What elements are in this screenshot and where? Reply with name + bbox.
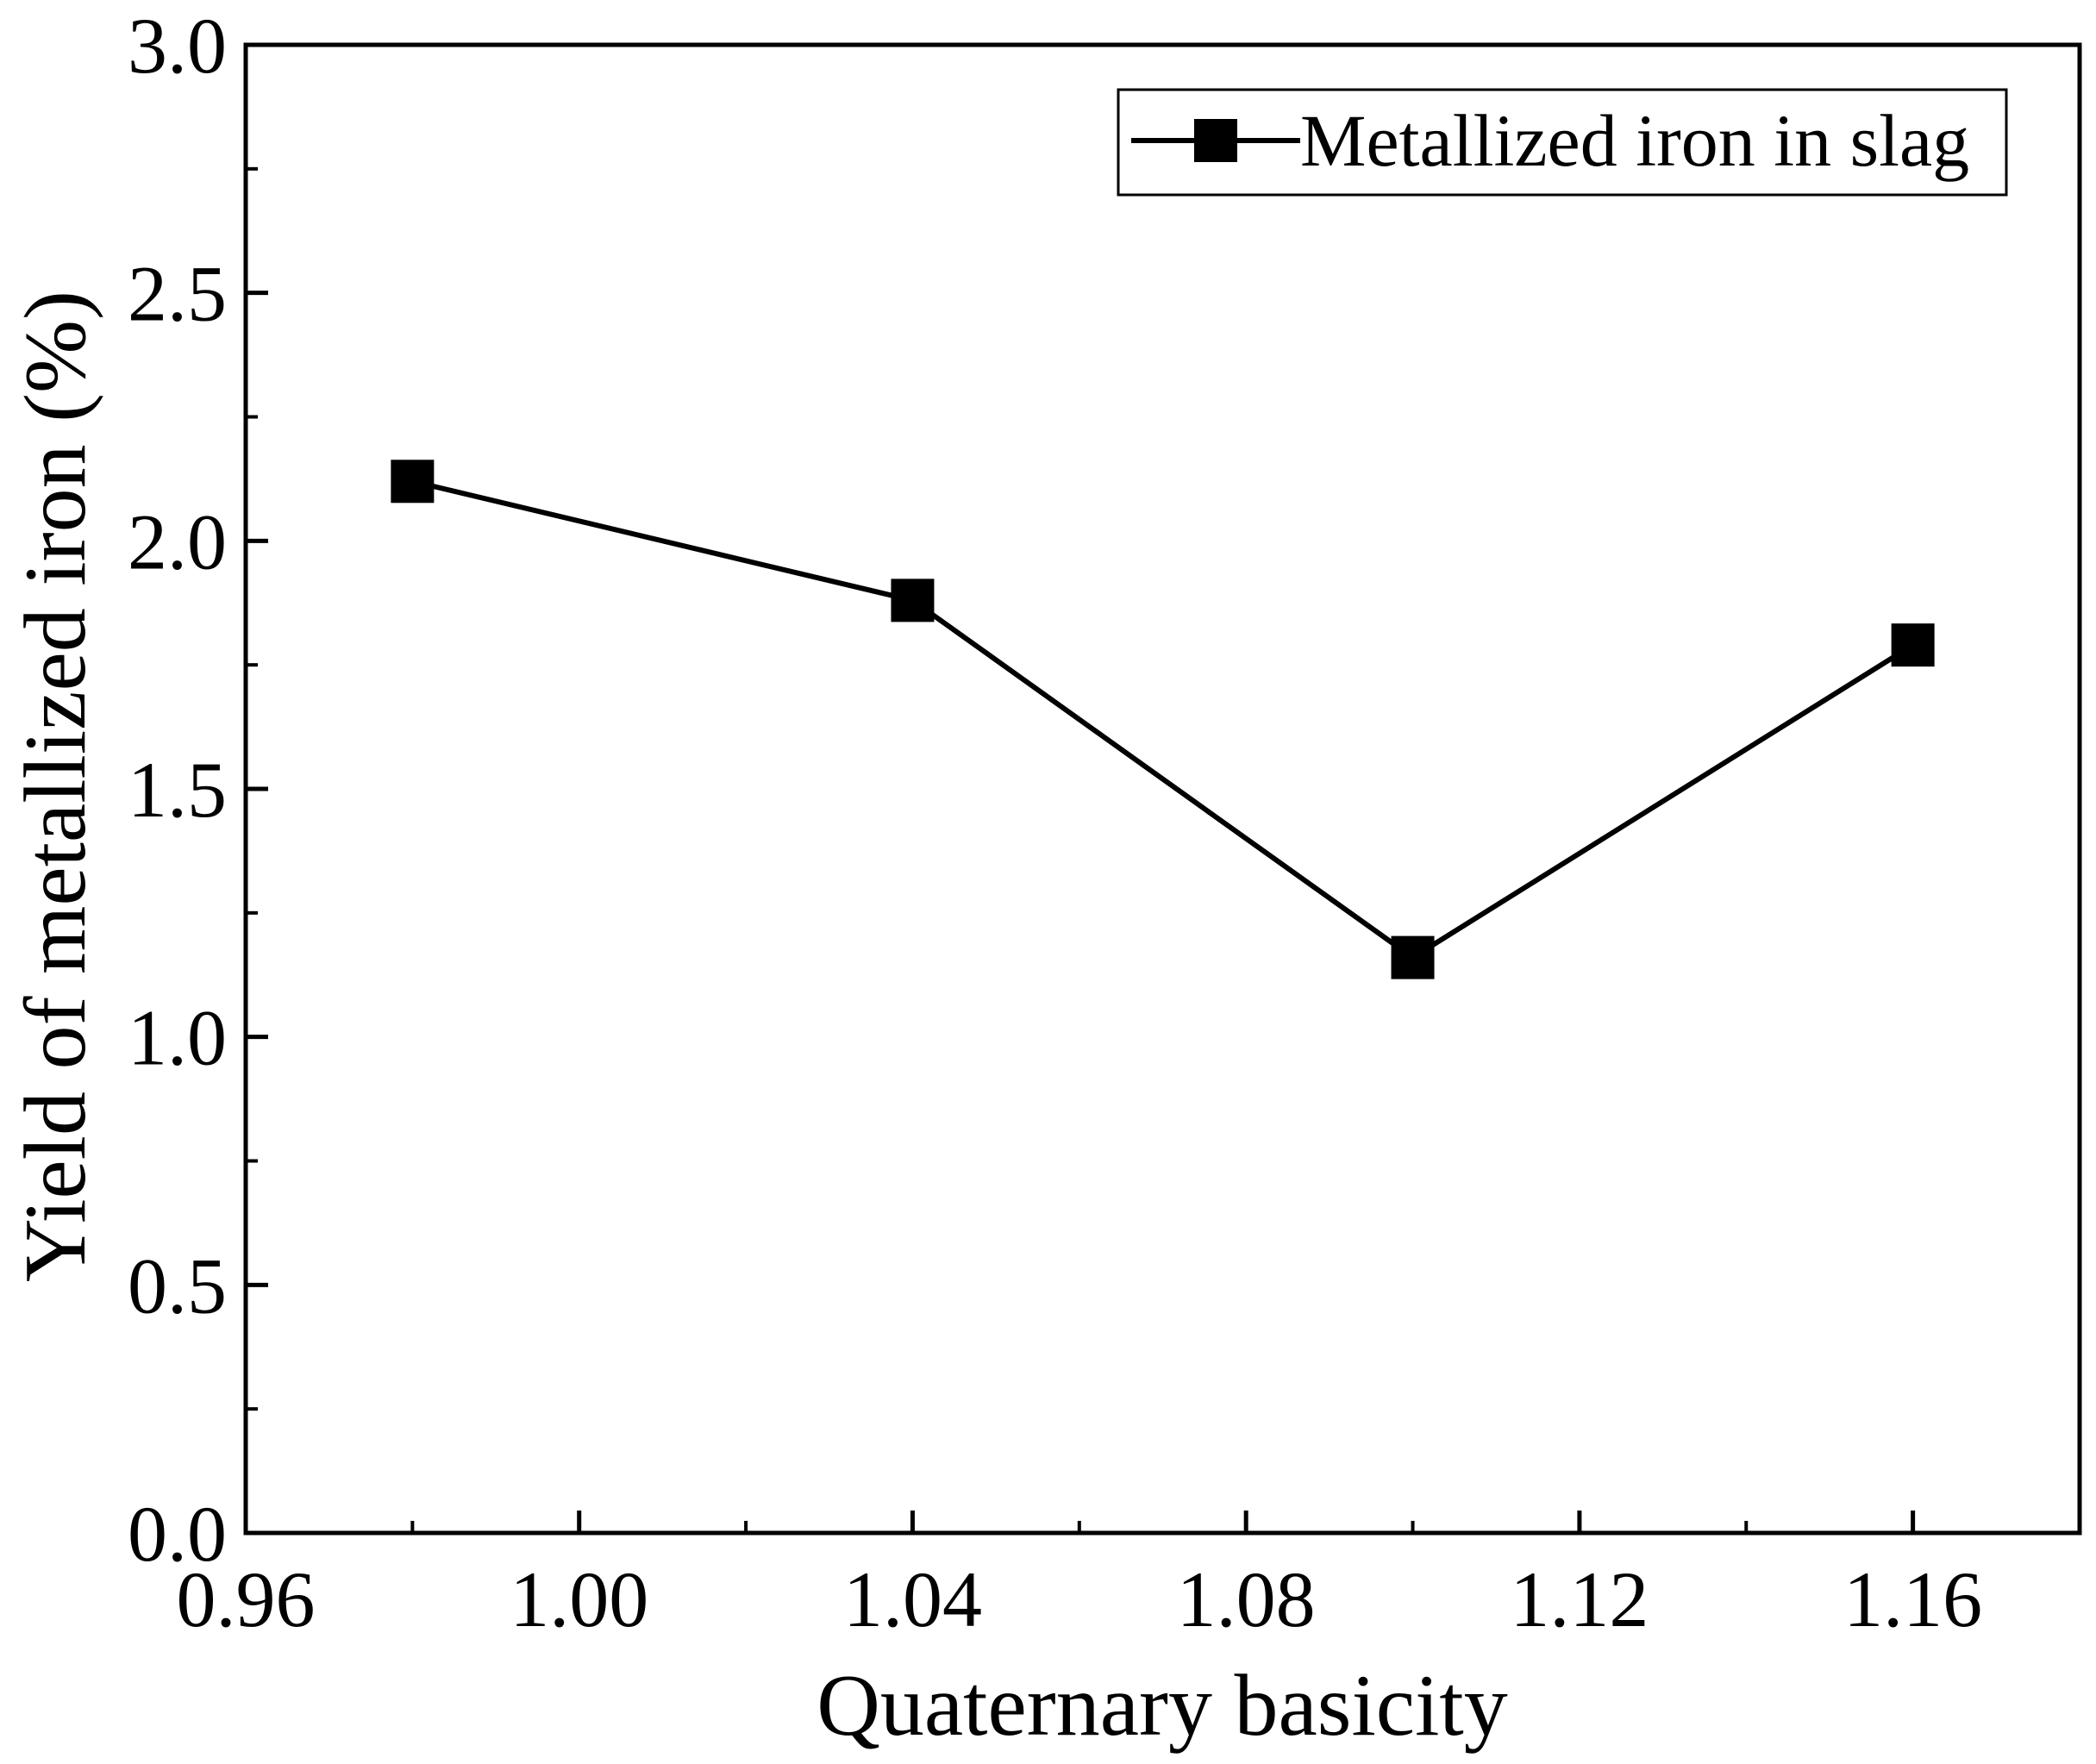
data-point-marker [391, 460, 435, 504]
x-tick-label: 1.08 [1177, 1555, 1316, 1643]
x-tick-label: 1.12 [1510, 1555, 1649, 1643]
legend: Metallized iron in slag [1117, 88, 2008, 197]
x-axis-title: Quaternary basicity [817, 1657, 1508, 1755]
data-point-marker [1891, 623, 1935, 667]
y-axis-title: Yield of metallized iron (%) [7, 291, 104, 1282]
y-tick-label: 1.5 [128, 746, 227, 834]
tick-labels: 0.96 1.00 1.04 1.08 1.12 1.16 0.0 0.5 1.0 1.5 2.0 2… [128, 2, 1982, 1643]
axes [243, 42, 2082, 1536]
series-layer [391, 460, 1935, 979]
y-tick-label: 0.0 [128, 1490, 227, 1578]
legend-label: Metallized iron in slag [1300, 99, 1969, 182]
y-tick-label: 3.0 [128, 2, 227, 90]
legend-marker [1194, 119, 1237, 162]
ticks [243, 42, 1916, 1536]
plot-frame [243, 42, 2082, 1536]
data-point-marker [1391, 935, 1435, 979]
x-tick-label: 1.16 [1843, 1555, 1982, 1643]
y-tick-label: 2.5 [128, 250, 227, 338]
y-tick-label: 2.0 [128, 497, 227, 585]
x-tick-label: 1.04 [843, 1555, 982, 1643]
y-tick-label: 1.0 [128, 994, 227, 1082]
data-point-marker [891, 579, 935, 622]
x-tick-label: 1.00 [510, 1555, 648, 1643]
x-tick-label: 0.96 [177, 1555, 316, 1643]
series-line [411, 479, 1915, 961]
y-tick-label: 0.5 [128, 1242, 227, 1329]
